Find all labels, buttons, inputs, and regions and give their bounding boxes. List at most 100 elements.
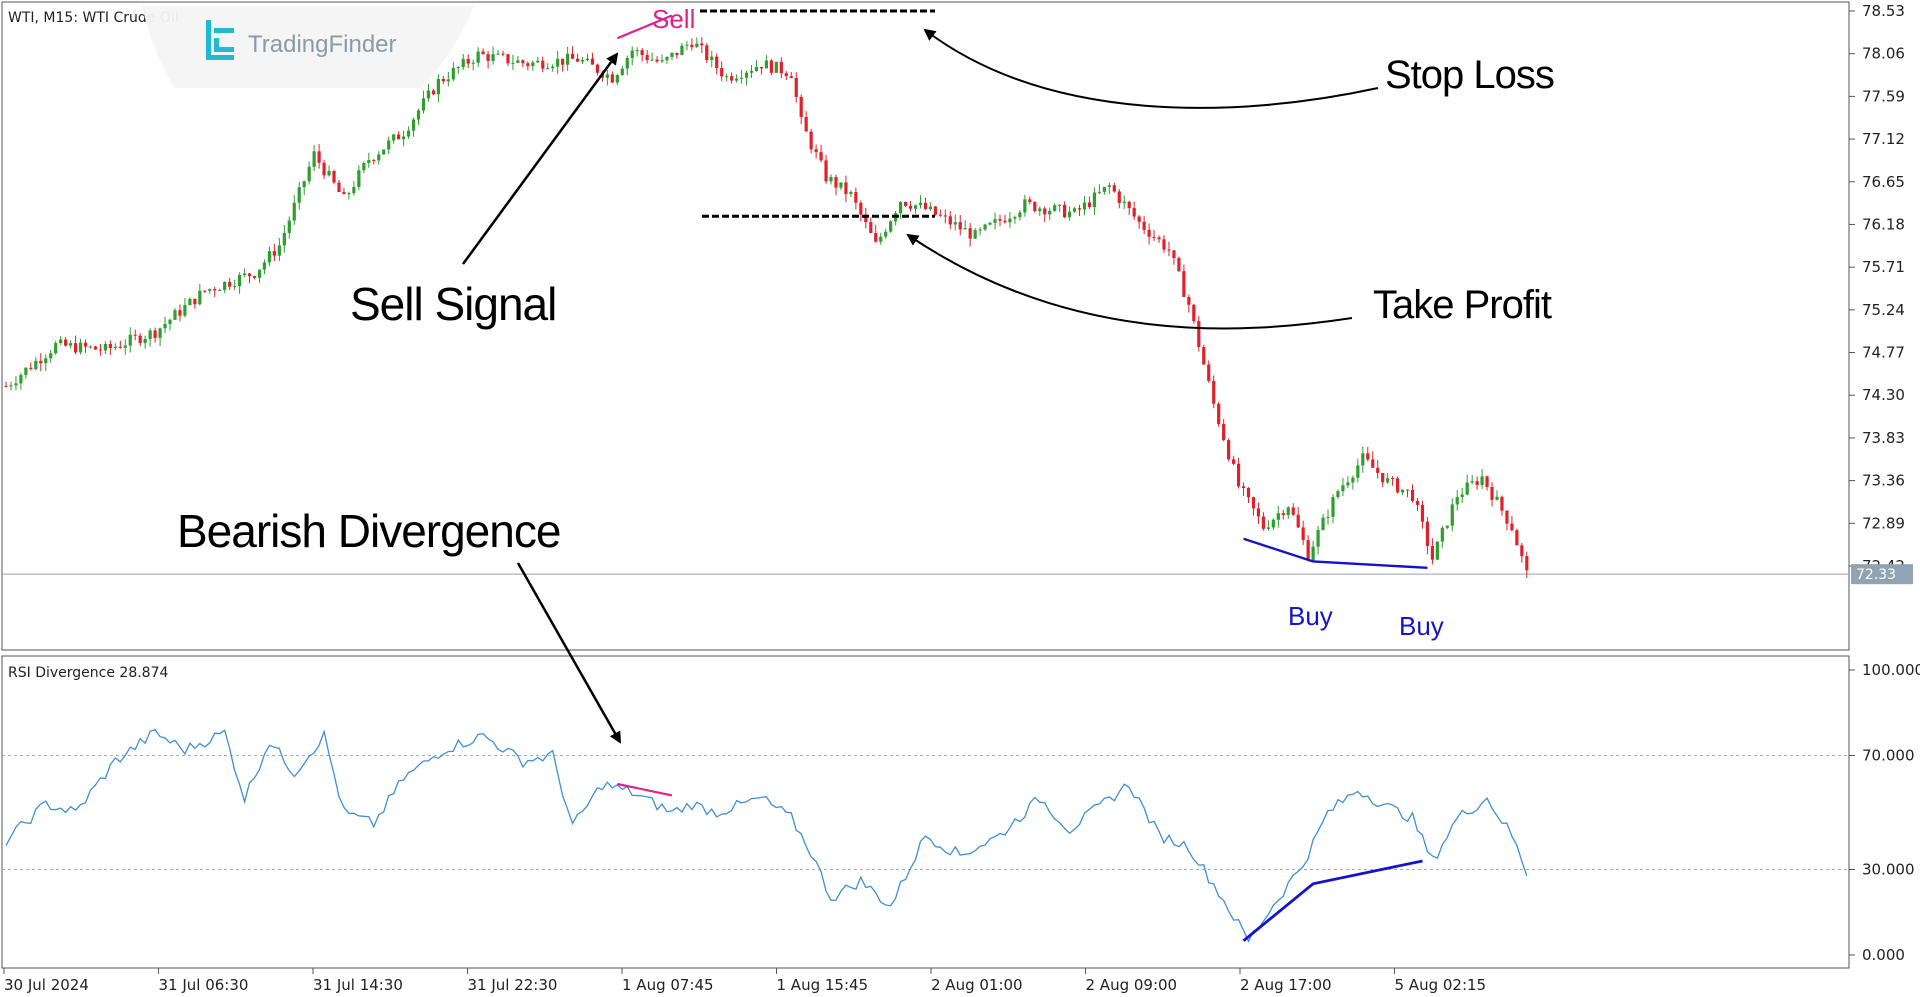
candle-body bbox=[168, 319, 172, 325]
candle-body bbox=[739, 77, 744, 79]
candle-body bbox=[1396, 478, 1400, 493]
candle-body bbox=[963, 228, 967, 230]
candle-body bbox=[1296, 514, 1300, 528]
candle-body bbox=[715, 56, 719, 69]
candle-body bbox=[749, 70, 754, 73]
candle-body bbox=[367, 160, 371, 164]
candle-body bbox=[461, 58, 465, 68]
candle-body bbox=[1222, 424, 1226, 441]
candle-body bbox=[1013, 217, 1017, 219]
candle-body bbox=[277, 245, 281, 256]
candle-body bbox=[1177, 258, 1181, 272]
candle-body bbox=[1271, 519, 1275, 528]
candle-body bbox=[764, 60, 769, 69]
candle-body bbox=[332, 170, 336, 183]
candle-body bbox=[307, 166, 311, 182]
candle-body bbox=[1192, 304, 1196, 322]
candle-body bbox=[257, 269, 262, 278]
candle-body bbox=[1212, 380, 1216, 404]
candle-body bbox=[327, 170, 331, 176]
candle-body bbox=[98, 349, 103, 351]
candle-body bbox=[188, 298, 192, 306]
candle-body bbox=[1261, 516, 1266, 529]
candle-body bbox=[431, 90, 436, 95]
candle-body bbox=[1167, 249, 1171, 251]
candle-body bbox=[879, 236, 883, 242]
candle-body bbox=[4, 386, 8, 388]
candle-body bbox=[83, 342, 88, 347]
candle-body bbox=[585, 58, 590, 61]
candle-body bbox=[1381, 472, 1385, 483]
candle-body bbox=[233, 286, 237, 288]
candle-body bbox=[158, 328, 162, 338]
candle-body bbox=[725, 76, 729, 78]
candle-body bbox=[1465, 482, 1469, 495]
candle-body bbox=[546, 68, 550, 70]
candle-body bbox=[39, 360, 43, 364]
candle-body bbox=[1246, 488, 1251, 498]
candle-body bbox=[1266, 527, 1270, 529]
candle-body bbox=[163, 324, 167, 329]
candle-body bbox=[59, 339, 63, 344]
candle-body bbox=[844, 182, 848, 195]
candle-body bbox=[203, 290, 207, 292]
candle-body bbox=[784, 73, 788, 77]
candle-body bbox=[1018, 212, 1022, 218]
candle-body bbox=[1147, 229, 1151, 237]
candle-body bbox=[570, 53, 575, 59]
candle-body bbox=[1485, 476, 1489, 488]
candle-body bbox=[143, 338, 147, 344]
candle-body bbox=[1321, 517, 1325, 530]
price-axis: 78.53 78.06 77.59 77.12 76.65 76.18 75.71 75.24… bbox=[1849, 2, 1905, 575]
candle-body bbox=[1236, 463, 1241, 487]
candle-body bbox=[1092, 192, 1097, 207]
sell-signal-label: Sell bbox=[652, 4, 695, 34]
candle-body bbox=[864, 214, 868, 223]
candle-body bbox=[362, 163, 366, 171]
candle-body bbox=[1172, 250, 1176, 259]
candle-body bbox=[1077, 208, 1082, 210]
candle-body bbox=[575, 58, 580, 62]
candle-body bbox=[809, 131, 813, 150]
candle-body bbox=[1227, 440, 1231, 460]
candle-body bbox=[1400, 489, 1405, 493]
candle-body bbox=[695, 43, 699, 48]
bullish-divergence-price-line bbox=[1243, 537, 1428, 570]
candle-body bbox=[1023, 199, 1027, 213]
bullish-divergence-rsi-line bbox=[1242, 859, 1423, 942]
candle-body bbox=[347, 193, 351, 195]
bearish-divergence-rsi-line bbox=[617, 782, 673, 797]
candle-body bbox=[69, 343, 73, 346]
price-tick-label: 76.65 bbox=[1862, 173, 1905, 191]
candle-body bbox=[223, 281, 227, 290]
candle-body bbox=[1291, 507, 1295, 515]
candle-body bbox=[218, 289, 222, 291]
candle-body bbox=[88, 346, 93, 348]
candle-body bbox=[1520, 545, 1524, 557]
candle-body bbox=[1276, 513, 1280, 520]
candle-body bbox=[1053, 205, 1057, 211]
candle-body bbox=[675, 52, 679, 56]
candle-body bbox=[183, 305, 187, 316]
rsi-levels bbox=[2, 755, 1849, 870]
candle-body bbox=[988, 222, 992, 225]
price-tick-label: 74.77 bbox=[1862, 344, 1905, 362]
candle-body bbox=[426, 90, 431, 99]
candle-body bbox=[1311, 546, 1315, 561]
candle-body bbox=[884, 231, 888, 237]
candle-body bbox=[49, 353, 53, 359]
candle-body bbox=[531, 62, 535, 67]
candle-body bbox=[456, 67, 460, 69]
price-tick-label: 75.71 bbox=[1862, 258, 1905, 276]
candle-body bbox=[521, 60, 525, 64]
buy-signal-label-1: Buy bbox=[1288, 601, 1333, 631]
candle-body bbox=[958, 222, 962, 230]
candle-body bbox=[133, 334, 137, 336]
candle-body bbox=[1058, 204, 1062, 206]
candle-body bbox=[1301, 527, 1305, 541]
candle-body bbox=[1117, 191, 1121, 203]
rsi-tick-label: 0.000 bbox=[1862, 946, 1905, 964]
candle-body bbox=[1197, 321, 1201, 348]
candle-body bbox=[734, 78, 739, 81]
candle-body bbox=[744, 72, 749, 78]
